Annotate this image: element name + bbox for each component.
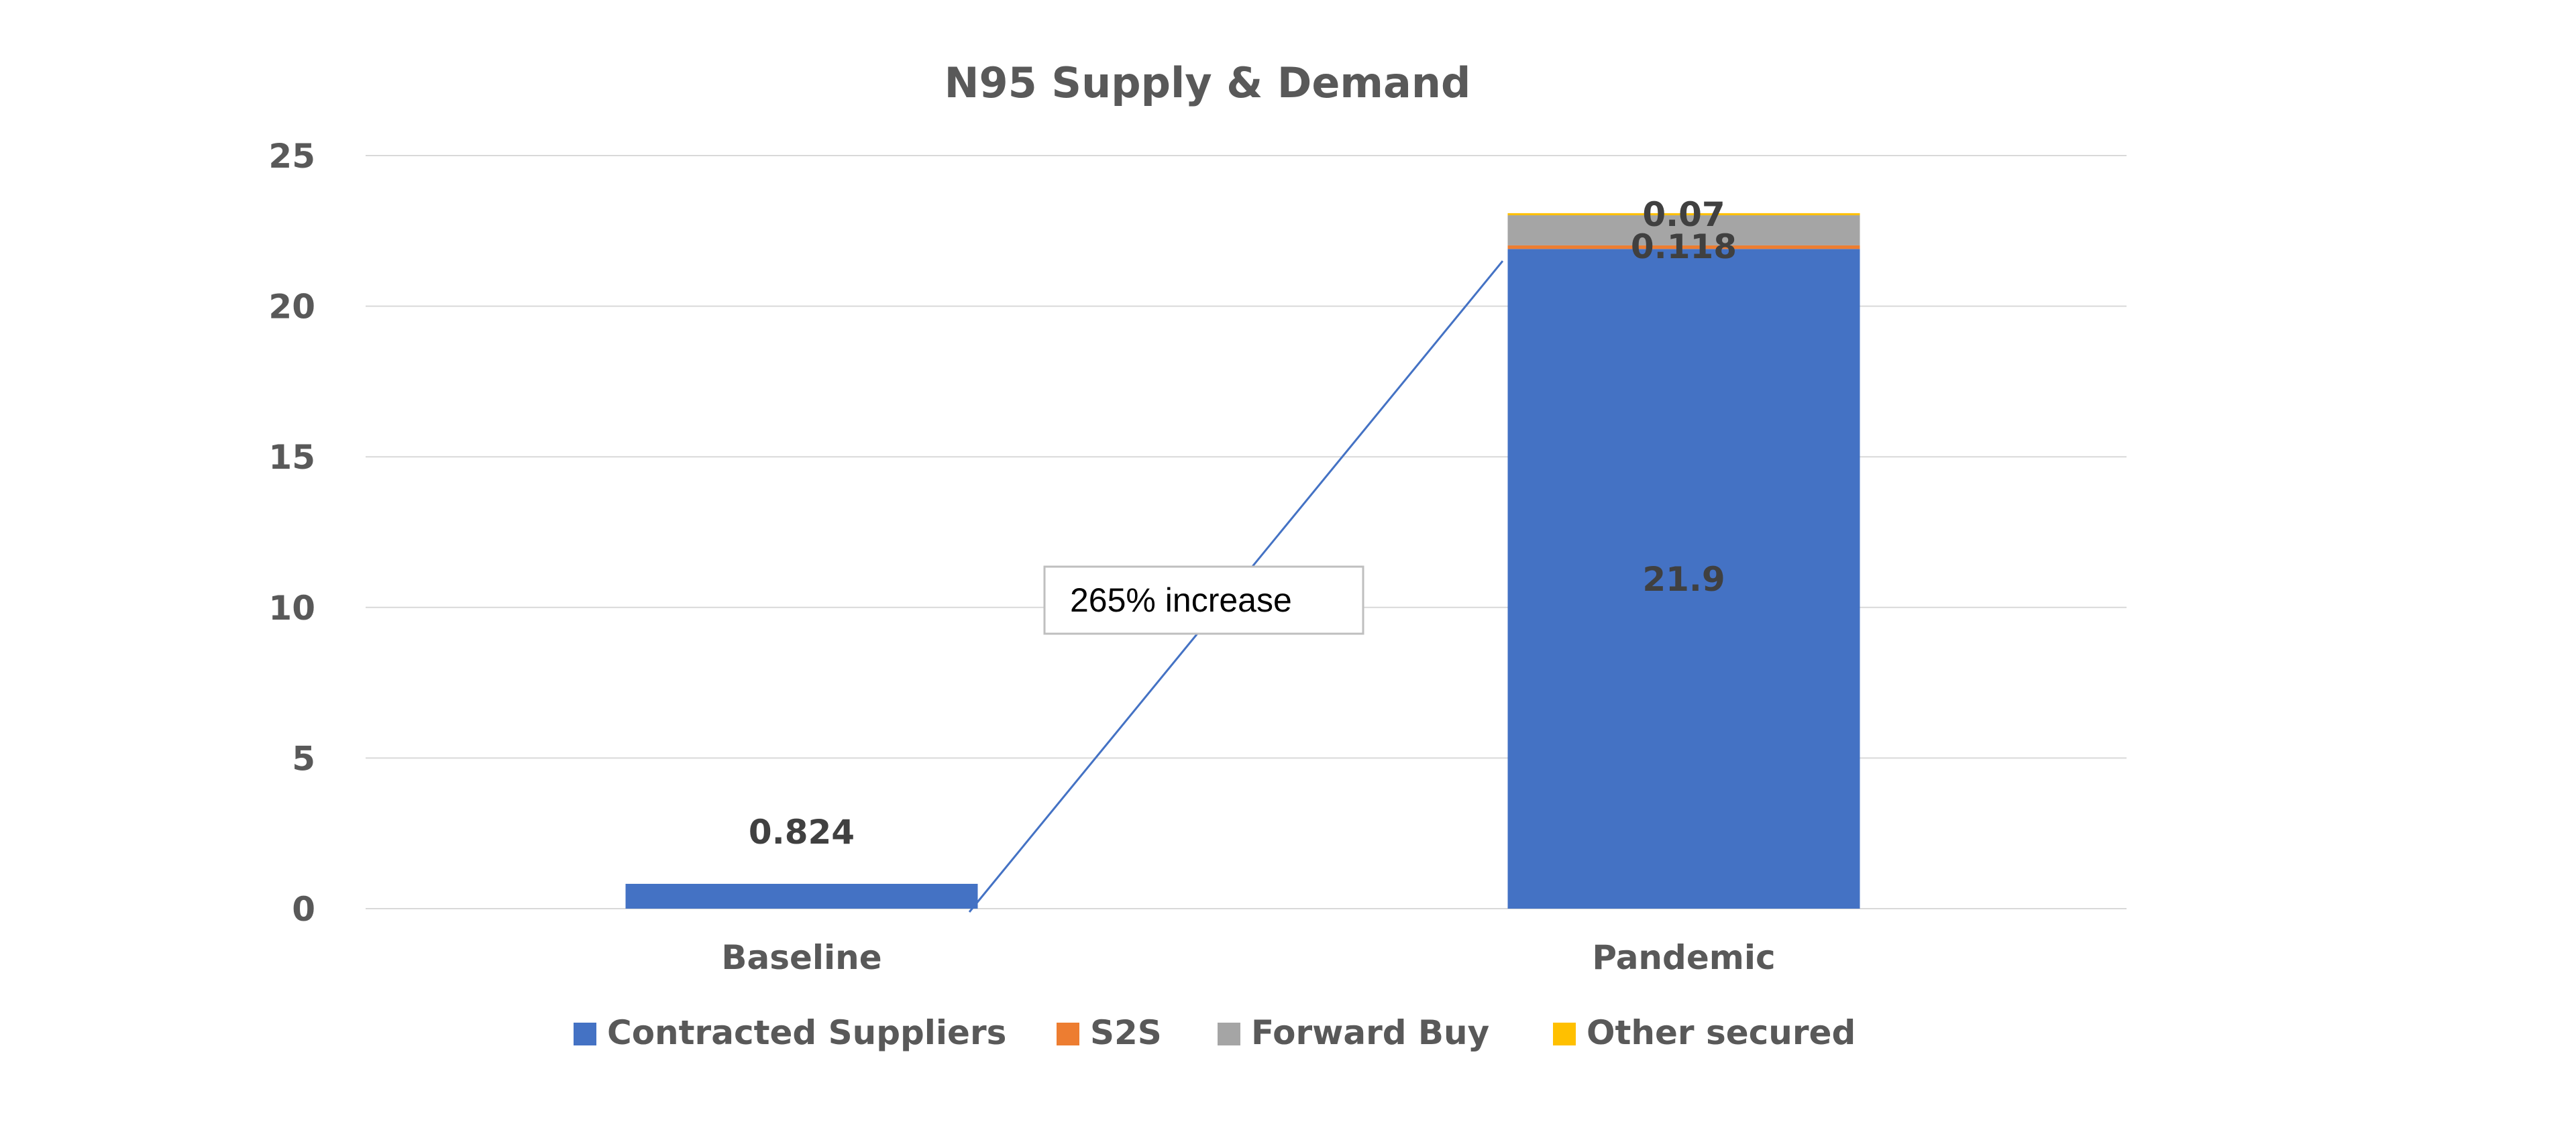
bar-baseline-contracted-suppliers — [625, 883, 978, 909]
legend-label: Forward Buy — [1251, 1013, 1489, 1052]
legend-label: Contracted Suppliers — [607, 1013, 1006, 1052]
legend-swatch — [574, 1023, 596, 1045]
bar-pandemic-s2s — [1507, 245, 1860, 249]
bar-pandemic-forward-buy — [1507, 215, 1860, 245]
x-category-label: Pandemic — [1592, 938, 1775, 977]
x-category-label: Baseline — [721, 938, 881, 977]
legend: Contracted Suppliers S2S Forward Buy Other … — [574, 1013, 1856, 1052]
x-axis-categories: Baseline Pandemic — [721, 938, 1775, 977]
y-tick-label: 20 — [268, 288, 315, 327]
data-label-pandemic-contracted: 21.9 — [1642, 560, 1725, 599]
y-tick-label: 25 — [268, 137, 315, 176]
legend-swatch — [1057, 1023, 1079, 1045]
increase-annotation: 265% increase — [968, 260, 1504, 913]
bars — [625, 213, 1860, 909]
y-tick-label: 5 — [292, 739, 315, 778]
legend-label: Other secured — [1587, 1013, 1856, 1052]
y-tick-label: 15 — [268, 438, 315, 477]
annotation-text: 265% increase — [1070, 581, 1292, 619]
gridlines — [366, 155, 2127, 909]
data-label-pandemic-other: 0.07 — [1642, 195, 1725, 234]
legend-swatch — [1553, 1023, 1576, 1045]
legend-swatch — [1218, 1023, 1240, 1045]
data-label-baseline-contracted: 0.824 — [749, 813, 855, 852]
bar-pandemic-other-secured — [1507, 213, 1860, 216]
bar-pandemic-contracted-suppliers — [1507, 249, 1860, 909]
y-tick-label: 0 — [292, 890, 315, 929]
annotation-box — [1043, 565, 1364, 635]
chart-title: N95 Supply & Demand — [945, 58, 1471, 107]
legend-label: S2S — [1090, 1013, 1162, 1052]
data-label-pandemic-s2s: 0.118 — [1631, 227, 1737, 266]
y-tick-label: 10 — [268, 589, 315, 628]
y-axis-ticks: 0 5 10 15 20 25 — [268, 137, 315, 929]
